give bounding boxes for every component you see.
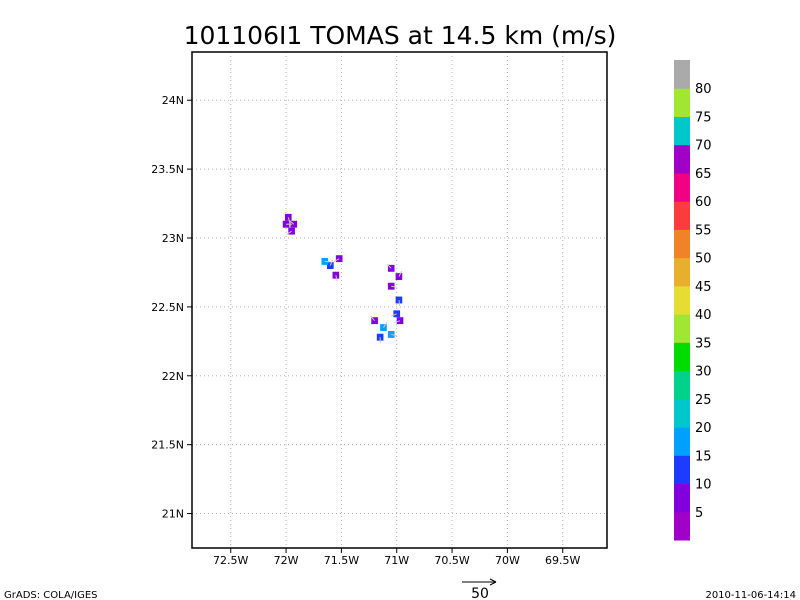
wind-vector xyxy=(398,299,401,307)
colorbar-segment xyxy=(674,398,690,428)
colorbar-segment xyxy=(674,285,690,315)
chart-title: 101106I1 TOMAS at 14.5 km (m/s) xyxy=(184,21,617,50)
wind-vector xyxy=(398,271,403,277)
colorbar-label: 20 xyxy=(695,421,712,436)
y-tick-label: 21.5N xyxy=(151,439,184,452)
wind-vector xyxy=(324,260,331,263)
footer-left: GrADS: COLA/IGES xyxy=(4,590,98,600)
colorbar-segment xyxy=(674,60,690,89)
colorbar-segment xyxy=(674,314,690,343)
wind-vector xyxy=(288,220,295,225)
x-tick-label: 70W xyxy=(495,554,520,567)
colorbar-segment xyxy=(674,342,690,372)
colorbar-segment xyxy=(674,483,690,513)
colorbar-segment xyxy=(674,116,690,146)
colorbar-label: 25 xyxy=(695,393,712,408)
wind-vector xyxy=(329,259,334,266)
colorbar-segment xyxy=(674,511,690,541)
colorbar-label: 10 xyxy=(695,478,712,493)
wind-vectors xyxy=(286,217,403,344)
colorbar-segment xyxy=(674,201,690,230)
wind-vector xyxy=(394,320,401,324)
colorbar-label: 75 xyxy=(695,110,712,125)
colorbar-label: 45 xyxy=(695,280,712,295)
vector-scale: 50 xyxy=(462,578,497,600)
colorbar-label: 15 xyxy=(695,449,712,464)
y-tick-label: 22N xyxy=(162,370,184,383)
scale-arrow-head xyxy=(489,578,497,586)
wind-vector xyxy=(383,322,388,328)
colorbar-segment xyxy=(674,257,690,287)
data-cell xyxy=(290,220,298,228)
plot-area xyxy=(191,51,608,549)
wind-vector xyxy=(287,217,291,224)
wind-vector xyxy=(391,313,397,317)
y-tick-label: 23N xyxy=(162,232,184,245)
wind-vector xyxy=(386,263,392,269)
wind-vector xyxy=(391,333,398,337)
colorbar-segment xyxy=(674,427,690,456)
colorbar-label: 40 xyxy=(695,308,712,323)
colorbar-label: 35 xyxy=(695,336,712,351)
footer-right: 2010-11-06-14:14 xyxy=(705,590,796,600)
colorbar-label: 65 xyxy=(695,167,712,182)
y-tick-label: 24N xyxy=(162,94,184,107)
colorbar-label: 30 xyxy=(695,365,712,380)
vector-scale-label: 50 xyxy=(471,586,489,600)
colorbar-label: 5 xyxy=(695,506,703,521)
y-axis-ticks: 21N 21.5N 22N 22.5N 23N 23.5N 24N xyxy=(151,94,192,521)
x-tick-label: 70.5W xyxy=(434,554,469,567)
colorbar: 5 10 15 20 25 30 35 40 45 50 55 60 65 70 75 80 xyxy=(674,60,712,541)
y-tick-label: 21N xyxy=(162,508,184,521)
x-axis-ticks: 72.5W 72W 71.5W 71W 70.5W 70W 69.5W xyxy=(213,548,581,567)
wind-vector xyxy=(335,275,338,282)
x-tick-label: 71.5W xyxy=(324,554,359,567)
colorbar-segment xyxy=(674,88,690,117)
data-cell xyxy=(371,317,378,325)
wind-vector xyxy=(286,230,292,235)
colorbar-label: 60 xyxy=(695,195,712,210)
y-tick-label: 23.5N xyxy=(151,163,184,176)
colorbar-label: 80 xyxy=(695,82,712,97)
x-tick-label: 71W xyxy=(384,554,409,567)
colorbar-label: 70 xyxy=(695,139,712,154)
x-tick-label: 69.5W xyxy=(545,554,580,567)
wind-vector xyxy=(370,315,375,321)
colorbar-label: 50 xyxy=(695,252,712,267)
y-tick-label: 22.5N xyxy=(151,301,184,314)
x-tick-label: 72W xyxy=(274,554,299,567)
colorbar-segment xyxy=(674,370,690,400)
wind-vector xyxy=(333,258,340,263)
colorbar-segment xyxy=(674,144,690,174)
colorbar-label: 55 xyxy=(695,223,712,238)
colorbar-segment xyxy=(674,455,690,485)
wind-vector xyxy=(391,285,398,288)
colorbar-segment xyxy=(674,172,690,202)
x-tick-label: 72.5W xyxy=(213,554,248,567)
colorbar-segment xyxy=(674,229,690,259)
plot-frame xyxy=(191,51,608,549)
